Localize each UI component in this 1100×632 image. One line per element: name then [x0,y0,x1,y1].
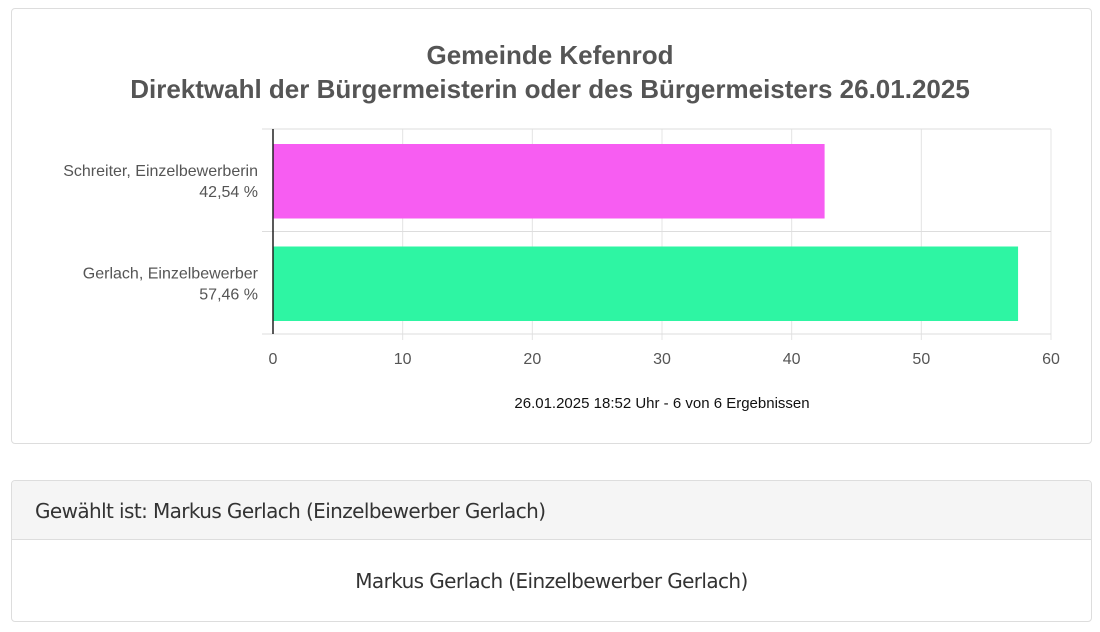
bar-chart: 0 10 20 30 40 50 60 Schreiter, Einzelbewerberin… [63,128,1060,412]
bar [273,246,1019,321]
x-tick-label: 60 [1042,351,1060,368]
x-tick-label: 20 [523,351,541,368]
x-tick-label: 30 [653,351,671,368]
value-label: 42,54 % [199,184,258,201]
x-tick-label: 50 [912,351,930,368]
bar [273,144,825,219]
chart-subtitle: Direktwahl der Bürgermeisterin oder des … [130,74,970,104]
value-label: 57,46 % [199,287,258,304]
result-body: Markus Gerlach (Einzelbewerber Gerlach) [355,569,748,593]
x-tick-label: 0 [269,351,278,368]
category-label: Schreiter, Einzelbewerberin [63,163,258,180]
x-tick-label: 10 [394,351,412,368]
chart-footer: 26.01.2025 18:52 Uhr - 6 von 6 Ergebniss… [514,395,809,412]
chart-title: Gemeinde Kefenrod [426,40,674,70]
chart-card [11,8,1092,444]
result-panel: Gewählt ist: Markus Gerlach (Einzelbewer… [11,480,1092,622]
result-header: Gewählt ist: Markus Gerlach (Einzelbewer… [12,481,1091,540]
category-label: Gerlach, Einzelbewerber [83,266,259,283]
x-tick-label: 40 [783,351,801,368]
